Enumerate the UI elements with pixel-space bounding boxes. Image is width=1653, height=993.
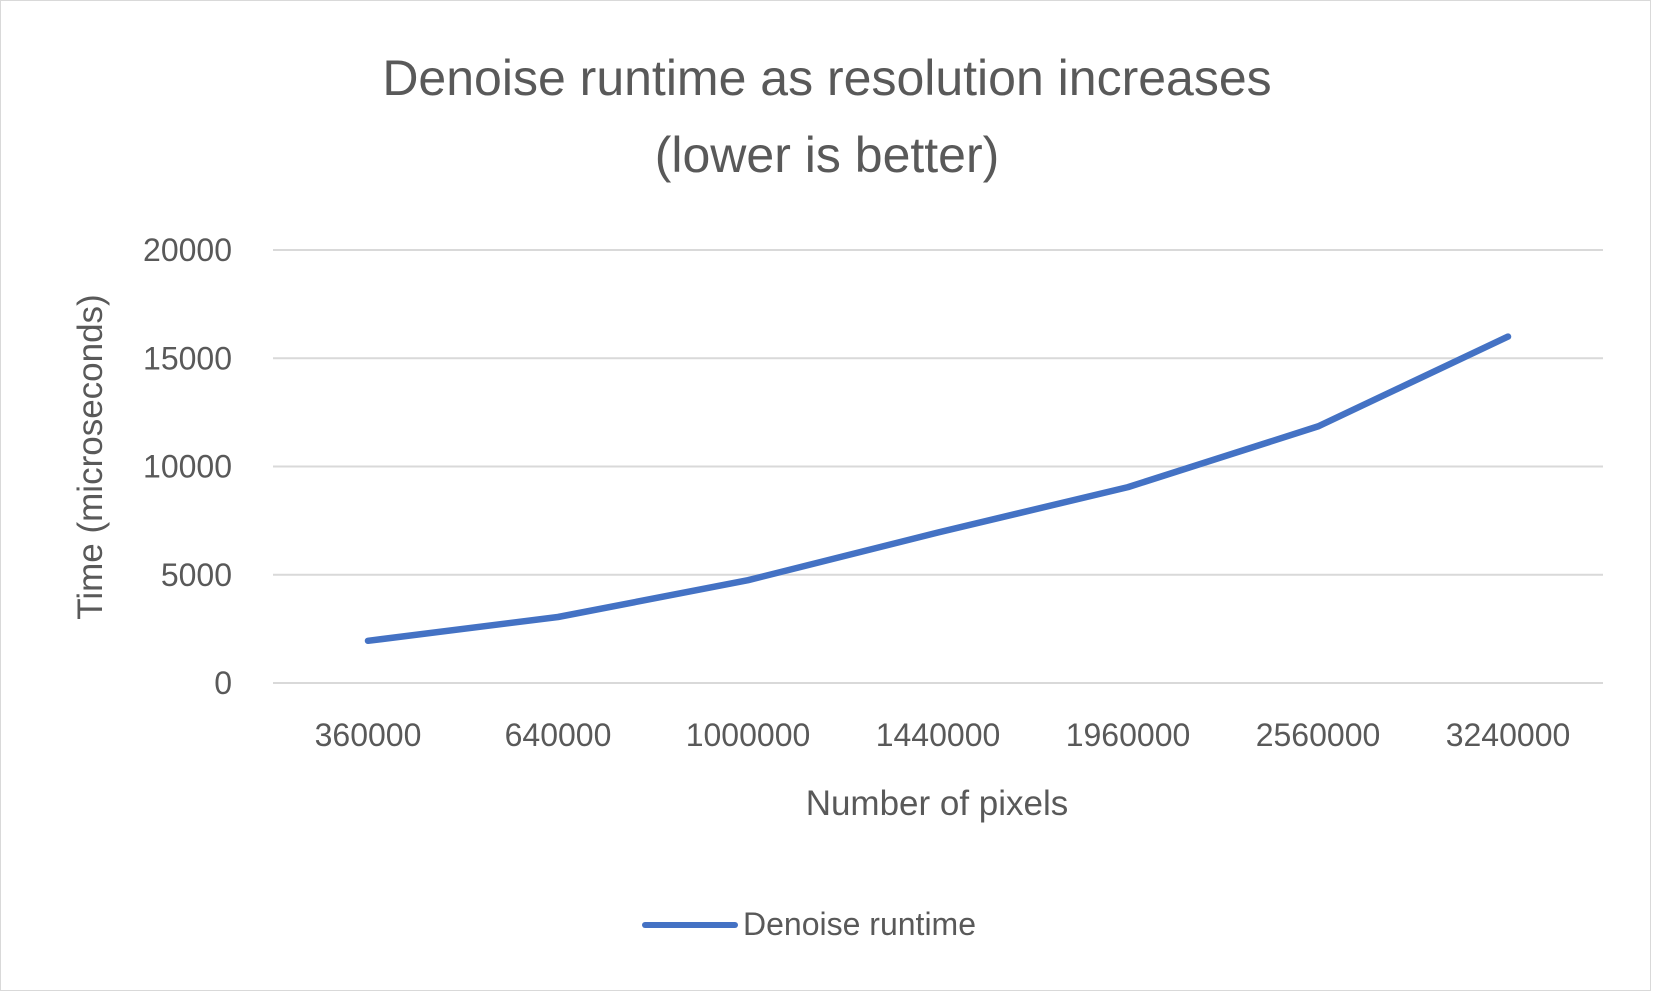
x-axis-title: Number of pixels	[806, 784, 1069, 823]
gridlines	[273, 249, 1603, 684]
series-lines	[364, 333, 1512, 645]
x-tick-label: 2560000	[1256, 717, 1381, 753]
y-tick-label: 15000	[143, 340, 232, 376]
y-tick-label: 5000	[161, 557, 232, 593]
x-tick-label: 640000	[505, 717, 612, 753]
chart-title-line-2: (lower is better)	[655, 127, 1000, 183]
x-tick-label: 3240000	[1446, 717, 1571, 753]
series-line-denoise-runtime	[364, 333, 1512, 645]
x-axis-tick-labels: 360000 640000 1000000 1440000 1960000 2560000…	[315, 717, 1571, 753]
y-tick-label: 20000	[143, 232, 232, 268]
chart-title-line-1: Denoise runtime as resolution increases	[382, 50, 1271, 106]
x-tick-label: 1000000	[686, 717, 811, 753]
y-axis-title: Time (microseconds)	[71, 294, 110, 619]
y-tick-label: 0	[214, 665, 232, 701]
x-tick-label: 360000	[315, 717, 422, 753]
y-axis-tick-labels: 0 5000 10000 15000 20000	[143, 232, 232, 701]
legend-label-denoise-runtime: Denoise runtime	[743, 906, 976, 942]
x-tick-label: 1960000	[1066, 717, 1191, 753]
y-tick-label: 10000	[143, 449, 232, 485]
legend: Denoise runtime	[642, 906, 976, 942]
x-tick-label: 1440000	[876, 717, 1001, 753]
